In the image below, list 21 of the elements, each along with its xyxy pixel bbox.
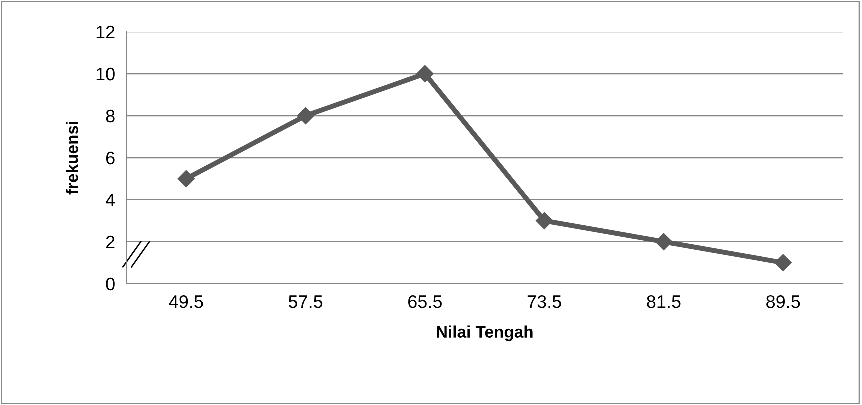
x-tick-label: 49.5 [169, 295, 204, 308]
point [536, 212, 554, 230]
point [178, 170, 195, 188]
x-tick-label: 57.5 [288, 296, 323, 308]
x-tick-label: 89.5 [766, 295, 800, 308]
y-tick-label: 4 [106, 194, 116, 206]
y-tick-label: 10 [96, 68, 115, 81]
point [416, 65, 434, 83]
x-tick-label: 73.5 [528, 295, 562, 308]
y-tick-label: 12 [96, 26, 115, 39]
y-tick-label: 6 [106, 152, 115, 165]
y-tick-label: 8 [106, 110, 115, 123]
x-axis-title: Nilai Tengah [437, 326, 533, 342]
y-tick-label: 0 [106, 278, 115, 291]
point [655, 233, 673, 250]
y-axis-title: frekuensi [66, 122, 78, 195]
x-tick-label: 81.5 [647, 295, 681, 308]
y-tick-label: 2 [106, 236, 115, 248]
point [297, 107, 314, 125]
x-tick-label: 65.5 [408, 295, 442, 308]
point [774, 254, 792, 272]
